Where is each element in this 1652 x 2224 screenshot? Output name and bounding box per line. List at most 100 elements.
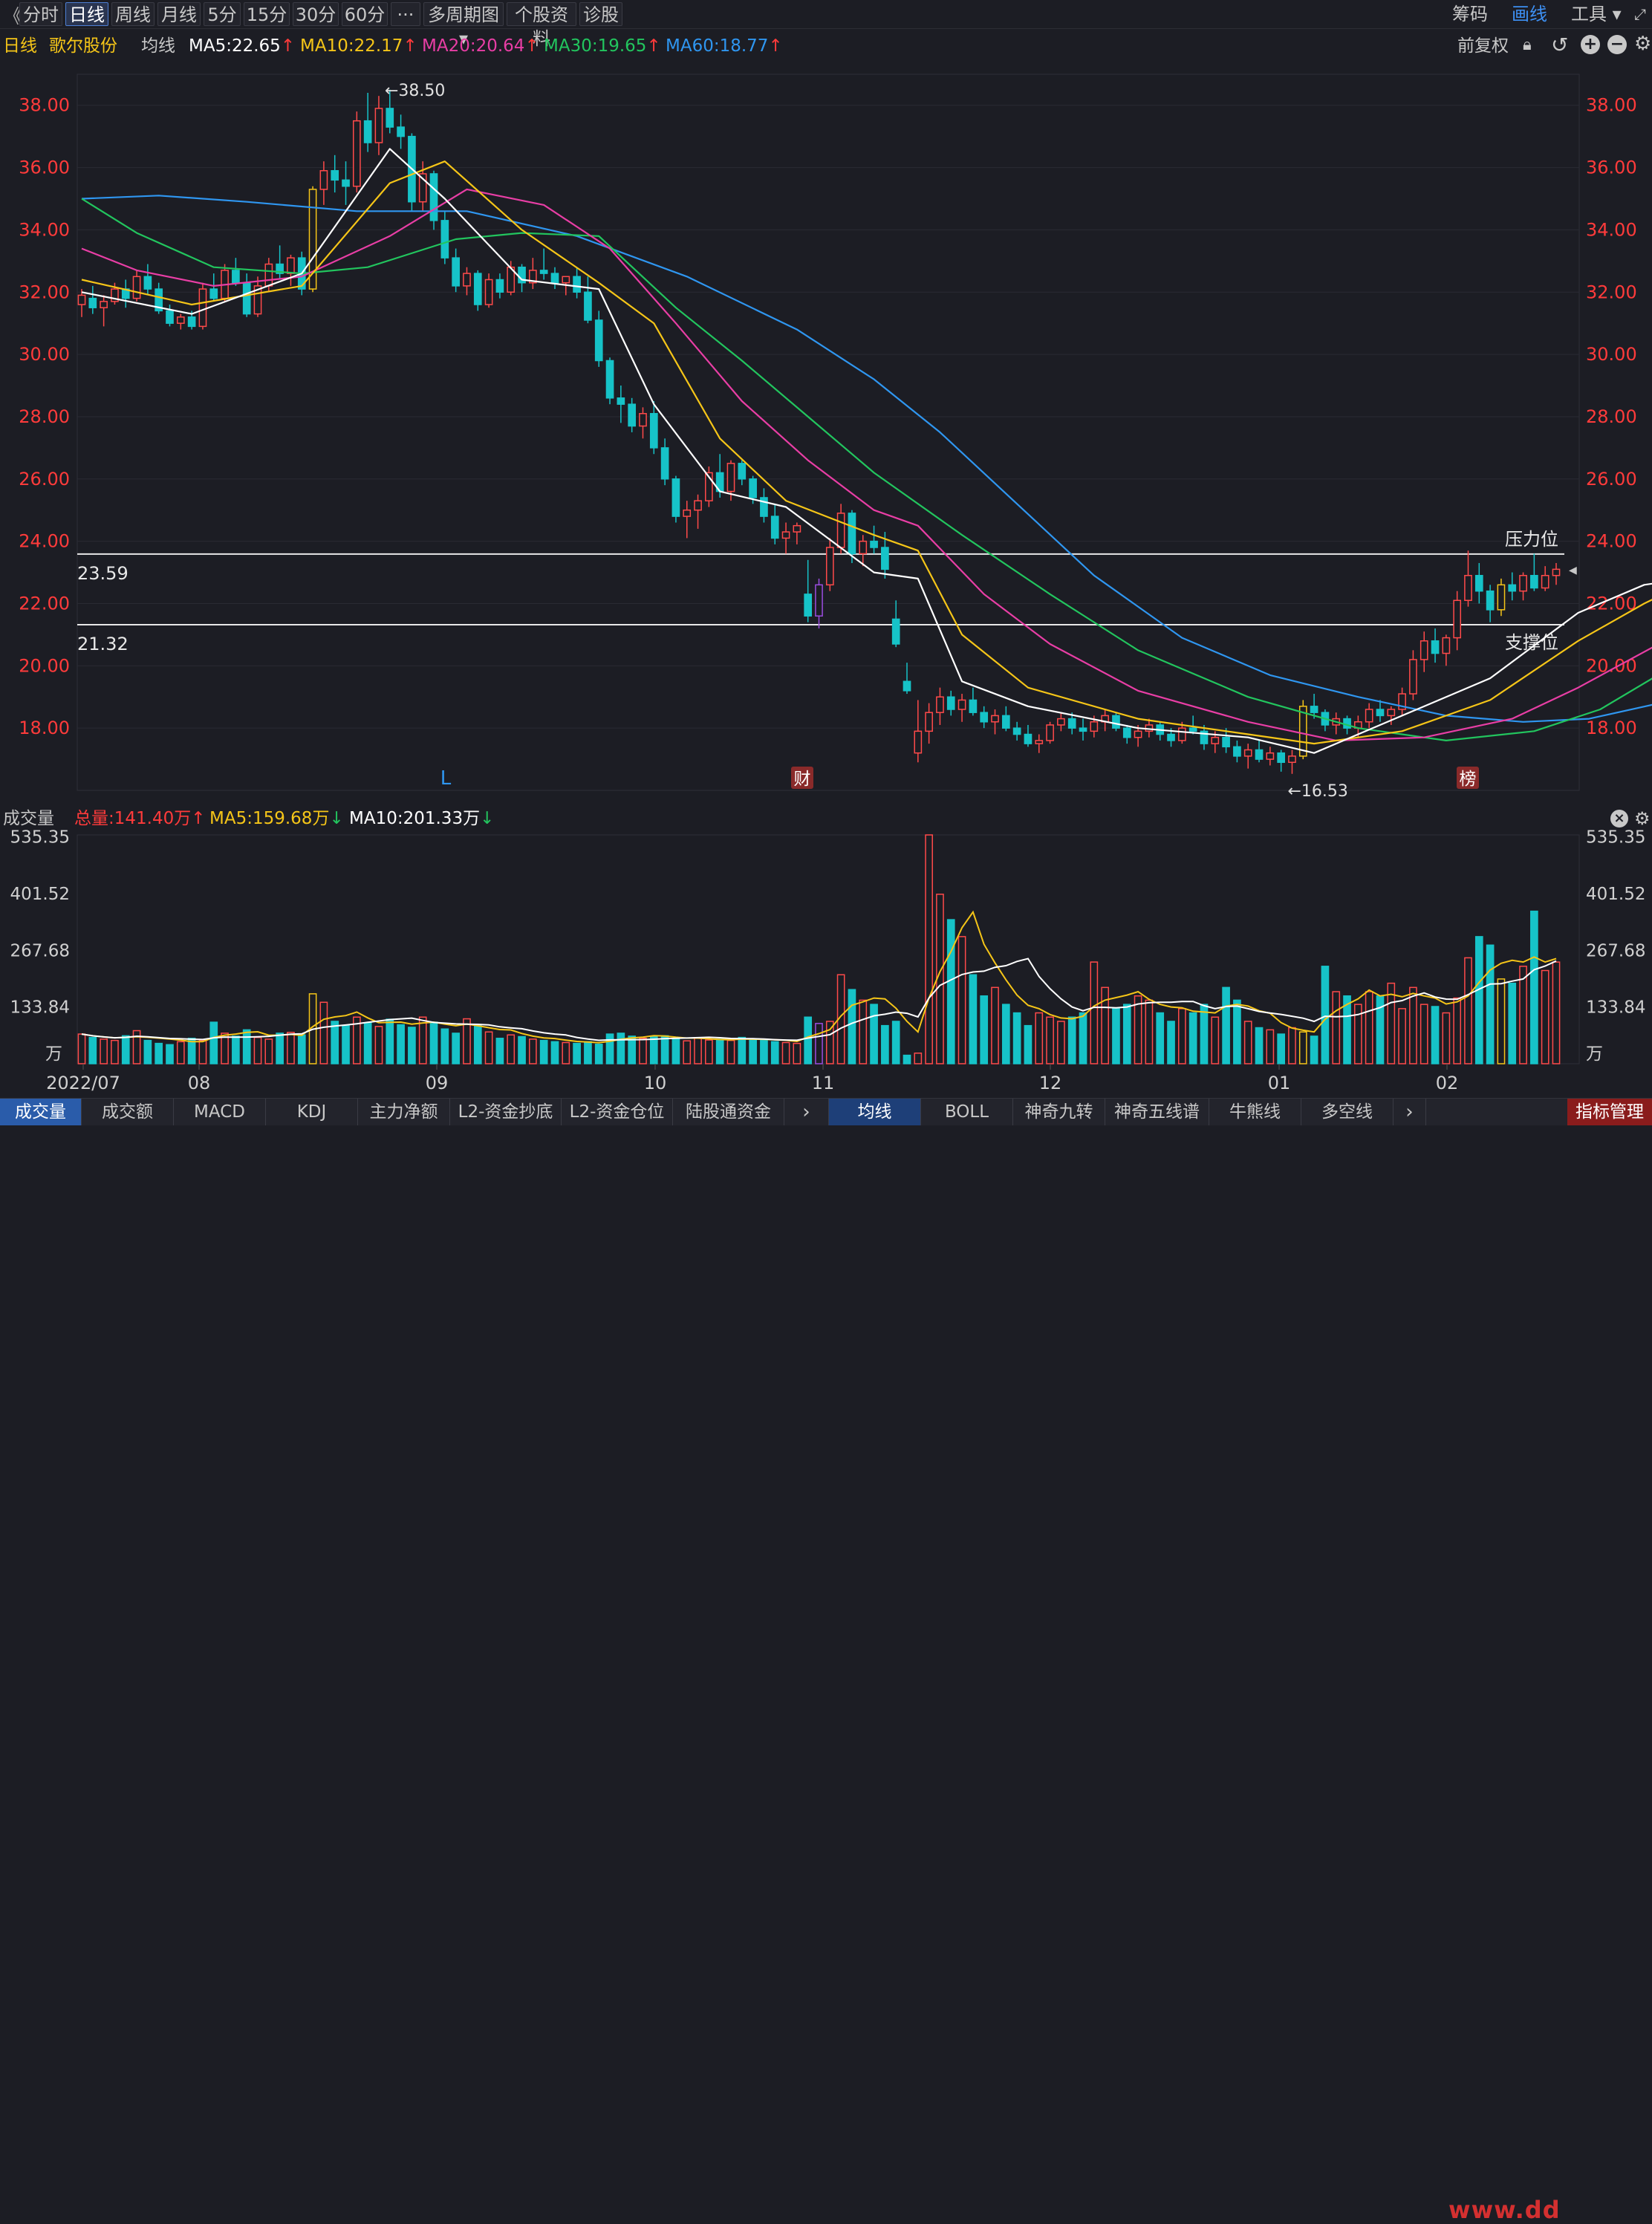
candle-body: [584, 291, 592, 321]
candle-body: [418, 173, 427, 203]
candle-body: [1057, 718, 1065, 726]
tab-weekly[interactable]: 周线: [111, 2, 155, 26]
ma-label[interactable]: 均线: [141, 36, 175, 56]
candle-body: [957, 699, 966, 710]
volume-bar: [749, 1038, 757, 1064]
tabs-scroll-right-icon[interactable]: ›: [784, 1099, 829, 1125]
tabs-more-icon[interactable]: ›: [1394, 1099, 1426, 1125]
tab-magic-five[interactable]: 神奇五线谱: [1105, 1099, 1209, 1125]
price-tick-left: 20.00: [19, 655, 70, 676]
volume-bar: [991, 986, 999, 1064]
tab-magic-nine[interactable]: 神奇九转: [1013, 1099, 1105, 1125]
close-volume-icon[interactable]: ×: [1610, 810, 1628, 828]
candle-body: [1233, 746, 1241, 757]
zoom-in-icon[interactable]: +: [1581, 35, 1600, 54]
tab-l2-position[interactable]: L2-资金仓位: [562, 1099, 673, 1125]
candle-body: [1376, 709, 1385, 717]
expand-icon[interactable]: ⤢: [1634, 5, 1646, 23]
tab-ma[interactable]: 均线: [829, 1099, 921, 1125]
volume-bar: [111, 1039, 119, 1064]
tab-fenshi[interactable]: 分时: [19, 2, 62, 26]
candle-body: [1409, 659, 1417, 695]
volume-bar: [121, 1035, 130, 1064]
more-periods-button[interactable]: ···: [391, 2, 420, 26]
volume-bar: [452, 1033, 460, 1064]
volume-bar: [1298, 1031, 1307, 1064]
tab-daily[interactable]: 日线: [65, 2, 108, 26]
tools-dropdown[interactable]: 工具 ▾: [1571, 4, 1622, 25]
candle-body: [253, 285, 262, 315]
kline-chart[interactable]: 38.00 38.00 36.00 36.00 34.00 34.00 32.00 32.00…: [0, 0, 1652, 1098]
candle-body: [825, 547, 834, 586]
tab-60min[interactable]: 60分: [342, 2, 388, 26]
tab-bull-bear[interactable]: 牛熊线: [1209, 1099, 1301, 1125]
candle-body: [936, 696, 944, 713]
stock-profile-button[interactable]: 个股资料: [507, 2, 576, 49]
volume-bar: [715, 1038, 724, 1064]
volume-bar: [980, 995, 989, 1064]
candle-body: [617, 397, 625, 405]
tab-l2-bottom[interactable]: L2-资金抄底: [450, 1099, 562, 1125]
volume-bar: [1310, 1035, 1318, 1064]
tab-30min[interactable]: 30分: [293, 2, 339, 26]
volume-bar: [683, 1040, 692, 1064]
candle-body: [1508, 584, 1517, 592]
chip-button[interactable]: 筹码: [1452, 4, 1488, 25]
volume-bar: [870, 1004, 878, 1064]
multi-period-dropdown[interactable]: 多周期图 ▾: [423, 2, 504, 49]
undo-icon[interactable]: ↺: [1551, 33, 1569, 57]
tab-boll[interactable]: BOLL: [921, 1099, 1013, 1125]
volume-bar: [1134, 995, 1142, 1064]
candle-body: [969, 699, 978, 713]
tab-main-net[interactable]: 主力净额: [358, 1099, 450, 1125]
tab-macd[interactable]: MACD: [174, 1099, 266, 1125]
candle-body: [836, 513, 845, 548]
draw-line-button[interactable]: 画线: [1512, 4, 1547, 25]
lock-icon[interactable]: 🔒︎: [1523, 36, 1532, 54]
tab-northbound[interactable]: 陆股通资金: [673, 1099, 784, 1125]
diagnose-button[interactable]: 诊股: [579, 2, 622, 26]
tab-volume[interactable]: 成交量: [0, 1099, 82, 1125]
marker-bang: 榜: [1460, 770, 1477, 789]
volume-bar: [1332, 991, 1341, 1064]
tab-kdj[interactable]: KDJ: [266, 1099, 358, 1125]
candle-body: [287, 257, 295, 274]
volume-bar: [1530, 910, 1538, 1064]
tab-turnover[interactable]: 成交额: [82, 1099, 174, 1125]
candle-body: [232, 270, 240, 284]
volume-bar: [1046, 1016, 1054, 1064]
price-tick-left: 32.00: [19, 282, 70, 302]
volume-settings-icon[interactable]: ⚙: [1634, 808, 1651, 829]
volume-bar: [1486, 944, 1495, 1064]
volume-bar: [793, 1042, 801, 1064]
candle-body: [111, 288, 119, 302]
candle-body: [925, 712, 933, 732]
volume-bar: [1464, 957, 1472, 1064]
candle-body: [1090, 721, 1099, 732]
price-tick-left: 22.00: [19, 593, 70, 614]
volume-bar: [1101, 986, 1109, 1064]
candle-body: [660, 447, 669, 480]
tab-5min[interactable]: 5分: [204, 2, 241, 26]
zoom-out-icon[interactable]: −: [1607, 35, 1627, 54]
candle-body: [166, 310, 174, 324]
candle-body: [870, 540, 878, 548]
volume-bar: [264, 1038, 273, 1064]
candle-body: [374, 108, 383, 143]
candle-body: [573, 276, 581, 293]
volume-bar: [352, 1016, 361, 1064]
tab-15min[interactable]: 15分: [244, 2, 290, 26]
volume-bar: [132, 1030, 141, 1064]
back-icon[interactable]: 《: [3, 6, 23, 28]
marker-cai-bg: [791, 767, 813, 789]
ma5-line: [81, 148, 1652, 754]
settings-icon[interactable]: ⚙: [1634, 33, 1652, 55]
tab-long-short[interactable]: 多空线: [1301, 1099, 1394, 1125]
volume-bar: [1474, 936, 1483, 1064]
candle-body: [1188, 727, 1197, 732]
adjust-label[interactable]: 前复权: [1457, 36, 1509, 56]
tab-monthly[interactable]: 月线: [157, 2, 201, 26]
candle-body: [550, 273, 559, 284]
indicator-manage-button[interactable]: 指标管理: [1567, 1099, 1652, 1125]
volume-bar: [660, 1035, 669, 1064]
